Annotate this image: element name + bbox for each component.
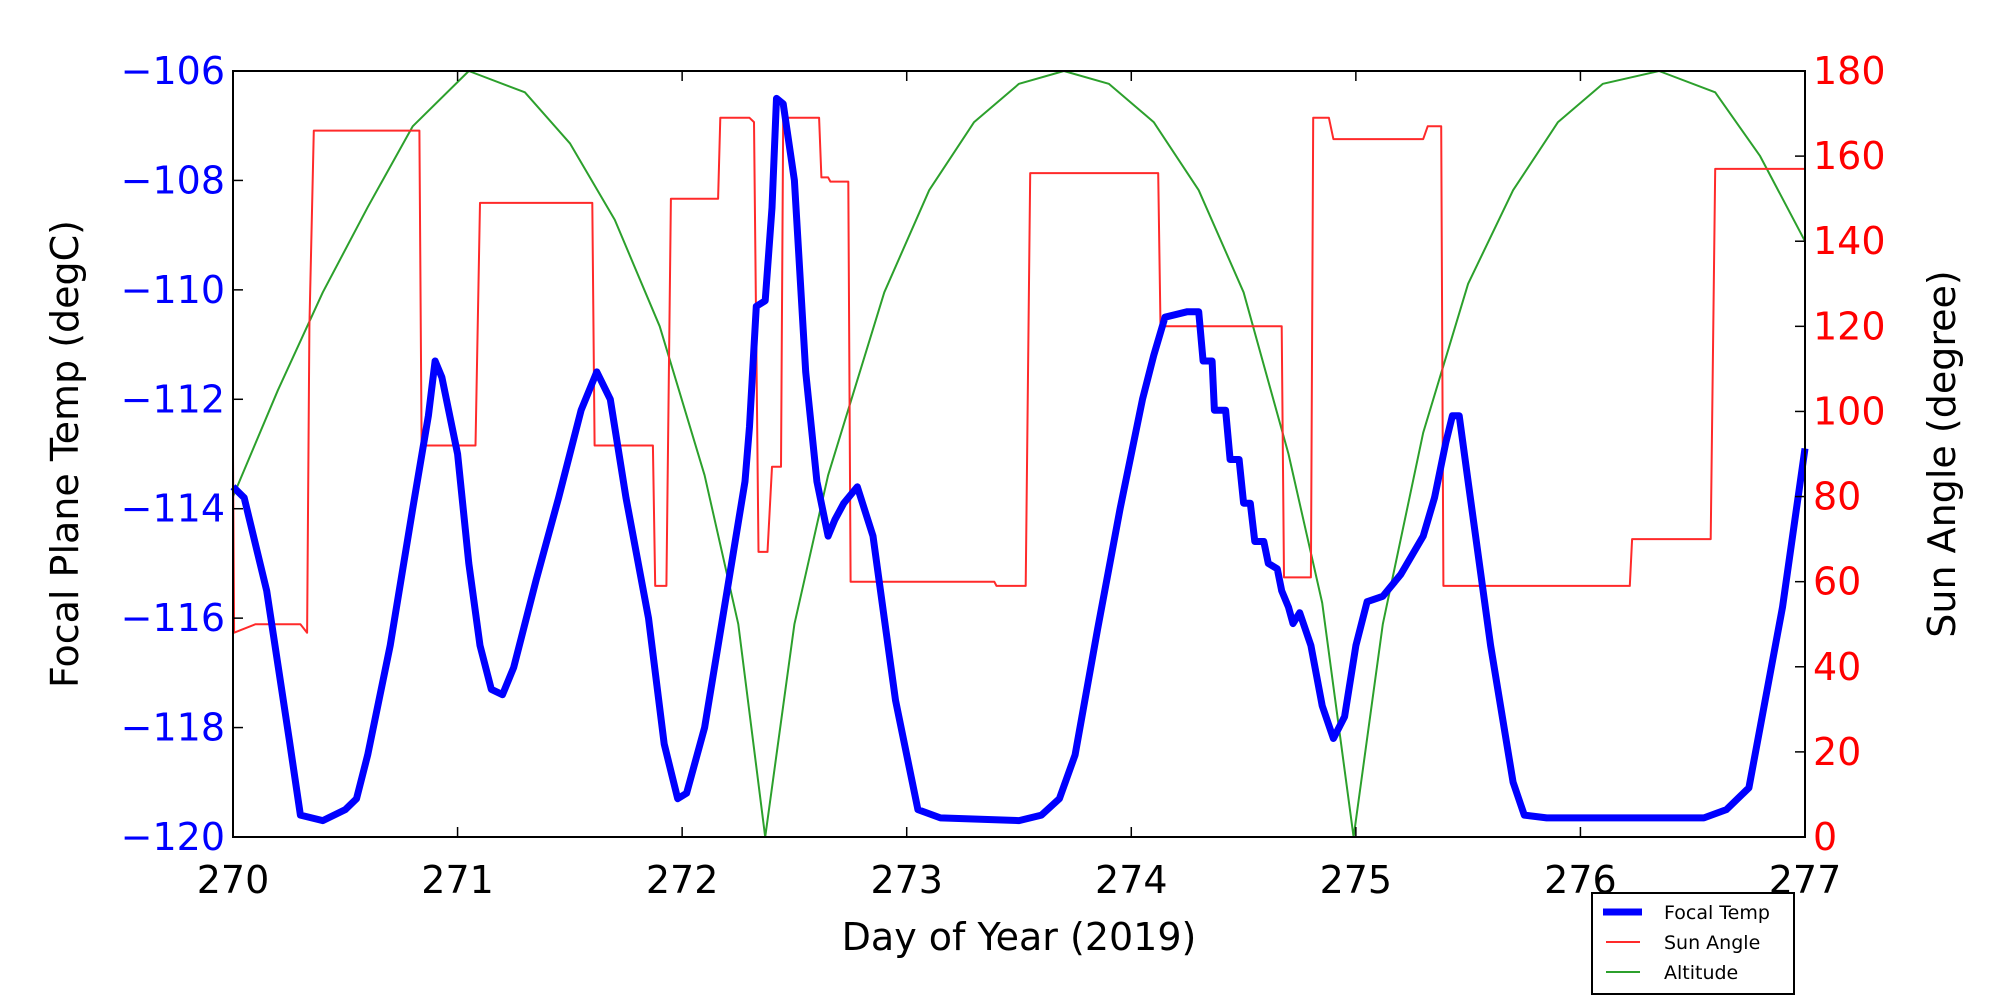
series-line-focal-temp [230, 94, 1809, 825]
legend-label-altitude: Altitude [1664, 962, 1738, 984]
y-tick-label-left: −106 [121, 49, 225, 93]
y-tick-label-right: 100 [1813, 389, 1886, 433]
x-tick-label: 270 [197, 858, 270, 902]
series-line-altitude [232, 70, 1806, 838]
y-axis-label-right: Sun Angle (degree) [1920, 270, 1964, 637]
x-tick-label: 274 [1095, 858, 1168, 902]
y-tick-label-right: 40 [1813, 645, 1861, 689]
x-axis-label: Day of Year (2019) [842, 915, 1197, 959]
y-tick-label-left: −118 [121, 706, 225, 750]
y-tick-label-left: −108 [121, 158, 225, 202]
y-tick-label-left: −110 [121, 268, 225, 312]
y-tick-label-left: −112 [121, 377, 225, 421]
y-tick-label-left: −116 [121, 596, 225, 640]
x-tick-label: 272 [646, 858, 719, 902]
legend: Focal Temp Sun Angle Altitude [1591, 892, 1795, 995]
plot-frame [232, 70, 1806, 838]
plot-series [230, 70, 1809, 838]
y-tick-label-left: −114 [121, 487, 225, 531]
legend-label-focal-temp: Focal Temp [1664, 902, 1770, 924]
y-tick-label-right: 80 [1813, 475, 1861, 519]
x-tick-label: 273 [870, 858, 943, 902]
y-axis-label-left: Focal Plane Temp (degC) [43, 220, 87, 688]
y-tick-label-right: 60 [1813, 560, 1861, 604]
legend-label-sun-angle: Sun Angle [1664, 932, 1760, 954]
y-tick-label-left: −120 [121, 815, 225, 859]
y-tick-label-right: 160 [1813, 134, 1886, 178]
y-tick-label-right: 20 [1813, 730, 1861, 774]
y-tick-label-right: 180 [1813, 49, 1886, 93]
y-tick-label-right: 0 [1813, 815, 1837, 859]
x-tick-label: 275 [1320, 858, 1393, 902]
y-tick-label-right: 120 [1813, 304, 1886, 348]
y-tick-label-right: 140 [1813, 219, 1886, 263]
x-tick-label: 271 [421, 858, 494, 902]
